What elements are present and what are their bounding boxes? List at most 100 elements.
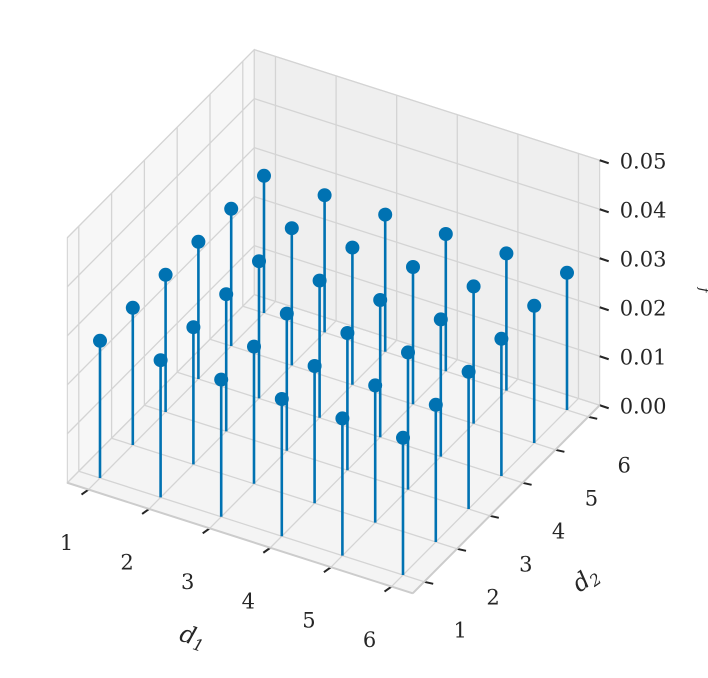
- stem-marker: [274, 392, 289, 406]
- stem-marker: [466, 279, 481, 294]
- z-tick-label: 0.04: [620, 199, 667, 223]
- y-tick-label: 2: [486, 585, 499, 609]
- stem-marker: [93, 333, 107, 348]
- tick-mark: [423, 580, 434, 585]
- z-tick-label: 0.02: [620, 297, 667, 321]
- grid-line: [330, 378, 519, 568]
- x-axis-label: d1: [176, 619, 210, 655]
- stem-marker: [461, 364, 476, 379]
- tick-mark: [599, 208, 610, 214]
- stem-marker: [279, 306, 294, 321]
- grid-line: [144, 404, 491, 517]
- z-tick-label: 0.01: [620, 346, 667, 370]
- stem-marker: [345, 240, 360, 255]
- x-tick-label: 5: [302, 609, 315, 633]
- stem-marker: [214, 372, 229, 387]
- tick-mark: [80, 488, 90, 496]
- tick-mark: [599, 159, 610, 165]
- y-axis-line: [412, 404, 601, 595]
- grid-line: [209, 339, 398, 529]
- grid-line: [88, 300, 276, 491]
- tick-mark: [599, 257, 610, 263]
- stem-marker: [186, 320, 201, 335]
- tick-mark: [599, 355, 610, 361]
- x-axis-line: [67, 481, 414, 595]
- grid-line: [242, 305, 589, 418]
- y-axis-label: d2: [567, 560, 605, 599]
- stem-marker: [438, 227, 453, 241]
- y-tick-label: 4: [552, 519, 565, 543]
- y-tick-label: 3: [519, 552, 532, 576]
- grid-line: [66, 49, 255, 239]
- stem-marker: [317, 188, 332, 203]
- y-tick-label: 6: [618, 453, 631, 477]
- tick-mark: [262, 546, 271, 554]
- z-tick-label: 0.05: [620, 150, 667, 174]
- grid-line: [269, 359, 458, 549]
- tick-mark: [555, 448, 565, 453]
- tick-mark: [383, 585, 393, 593]
- stem-marker: [494, 331, 509, 346]
- grid-line: [78, 470, 425, 583]
- tick-mark: [141, 508, 150, 515]
- x-tick-label: 3: [181, 570, 194, 594]
- stem-marker: [406, 260, 420, 274]
- stem-marker: [368, 378, 383, 393]
- grid-line: [66, 245, 255, 435]
- stem-marker: [191, 234, 206, 249]
- stem-marker: [219, 287, 234, 302]
- grid-line: [66, 196, 255, 386]
- y-tick-label: 5: [585, 486, 598, 510]
- stem-marker: [257, 168, 271, 183]
- stem-marker: [378, 207, 393, 222]
- z-tick-label: 0.00: [620, 395, 667, 419]
- stem-marker: [252, 254, 266, 269]
- stem-marker: [499, 246, 514, 261]
- tick-mark: [202, 527, 211, 535]
- tick-mark: [599, 306, 610, 312]
- grid-line: [176, 371, 523, 484]
- grid-line: [254, 196, 600, 308]
- stem-marker: [401, 345, 415, 360]
- y-tick-label: 1: [454, 618, 467, 642]
- x-tick-label: 1: [60, 531, 73, 555]
- x-tick-label: 2: [120, 550, 133, 574]
- stem-marker: [433, 312, 448, 327]
- x-tick-label: 6: [363, 628, 376, 652]
- grid-line: [148, 320, 337, 510]
- stem-marker: [224, 201, 239, 216]
- grid-line: [254, 245, 600, 357]
- grid-line: [254, 98, 600, 210]
- stem-marker: [247, 339, 261, 354]
- tick-mark: [522, 481, 532, 486]
- tick-mark: [456, 547, 467, 552]
- z-axis-label: f: [696, 287, 708, 295]
- tick-mark: [599, 404, 610, 410]
- grid-line: [66, 147, 255, 337]
- grid-line: [111, 437, 458, 550]
- grid-line: [391, 397, 579, 588]
- stem-marker: [560, 265, 574, 280]
- stem-marker: [428, 397, 443, 412]
- stem-marker: [284, 221, 299, 236]
- tick-mark: [489, 514, 500, 519]
- grid-line: [254, 294, 600, 406]
- grid-line: [254, 147, 600, 259]
- z-tick-label: 0.03: [620, 248, 667, 272]
- stem-marker: [396, 430, 410, 445]
- stem-marker: [158, 267, 173, 282]
- stem-marker: [125, 300, 140, 315]
- stem-marker: [312, 273, 327, 288]
- x-tick-label: 4: [242, 589, 255, 613]
- stem-marker: [373, 293, 388, 307]
- stem-marker: [335, 411, 350, 426]
- stem-marker: [340, 326, 355, 340]
- grid-line: [254, 49, 600, 161]
- stem-marker: [153, 353, 168, 368]
- tick-mark: [587, 415, 598, 420]
- grid-line: [209, 338, 556, 451]
- tick-mark: [323, 566, 332, 573]
- stem-marker: [527, 298, 542, 313]
- stem-marker: [307, 359, 322, 373]
